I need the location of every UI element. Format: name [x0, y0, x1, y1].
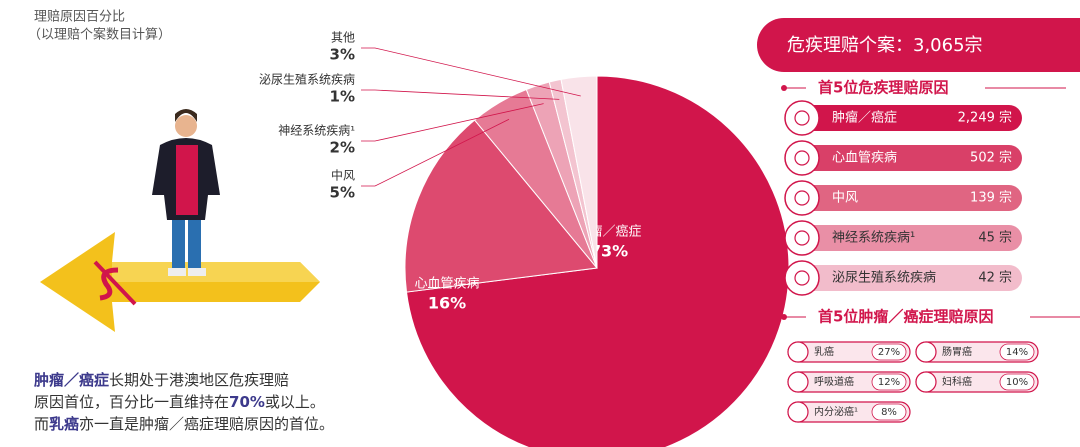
cancer-share: 27% — [878, 347, 900, 358]
leader-line — [361, 47, 581, 97]
pie-slice — [560, 75, 598, 269]
cancer-name: 呼吸道癌 — [814, 375, 854, 388]
slice-value: 1% — [330, 88, 355, 106]
reason-name: 中风 — [832, 191, 858, 206]
cancer-icon — [915, 341, 937, 363]
reason-icon — [784, 140, 820, 176]
pie-slice — [404, 119, 598, 293]
note-segment: 亦一直是肿瘤／癌症理赔原因的首位。 — [79, 415, 334, 433]
leader-line — [361, 118, 510, 187]
reason-count: 502 宗 — [970, 150, 1012, 166]
reason-icon-glyph — [794, 190, 810, 206]
reason-icon — [784, 180, 820, 216]
reason-row — [800, 225, 1022, 251]
slice-label: 其他 — [331, 31, 355, 45]
reason-icon — [784, 260, 820, 296]
cancer-icon — [915, 371, 937, 393]
reason-name: 泌尿生殖系统疾病 — [832, 270, 936, 286]
section-rule — [781, 314, 1080, 320]
note-segment: 乳癌 — [49, 415, 79, 433]
illustration — [40, 109, 320, 332]
cancer-list: 乳癌 27% 肠胃癌 14% 呼吸道癌 12% 妇科癌 10% 内分泌癌¹ 8% — [787, 341, 1039, 423]
reason-icon-glyph — [794, 270, 810, 286]
chart-subtitle: （以理赔个案数目计算） — [28, 28, 171, 43]
reason-row — [800, 265, 1022, 291]
cancer-name: 内分泌癌¹ — [814, 405, 858, 418]
cancer-icon — [787, 371, 809, 393]
reason-name: 肿瘤／癌症 — [832, 110, 897, 126]
reason-name: 神经系统疾病¹ — [832, 231, 915, 246]
cancer-name: 肠胃癌 — [942, 345, 972, 358]
reason-count: 2,249 宗 — [958, 110, 1012, 126]
header-pill — [757, 18, 1080, 72]
cancer-name: 妇科癌 — [942, 375, 972, 388]
slice-value: 16% — [428, 294, 466, 313]
slice-label: 神经系统疾病¹ — [278, 123, 355, 138]
note-line: 肿瘤／癌症长期处于港澳地区危疾理赔 — [34, 371, 289, 389]
leader-line — [361, 89, 560, 100]
note-segment: 长期处于港澳地区危疾理赔 — [109, 371, 289, 389]
cancer-share-pill — [871, 373, 907, 391]
note-segment: 70% — [229, 393, 265, 411]
reason-row — [800, 185, 1022, 211]
slice-value: 3% — [330, 46, 355, 64]
slice-label: 泌尿生殖系统疾病 — [259, 72, 355, 87]
slice-value: 2% — [330, 139, 355, 157]
reason-icon — [784, 100, 820, 136]
slice-label: 中风 — [331, 168, 355, 183]
cancer-share-pill — [999, 343, 1035, 361]
section-title: 首5位危疾理赔原因 — [818, 79, 948, 97]
reason-row — [800, 105, 1022, 131]
slice-label: 心血管疾病 — [414, 277, 479, 292]
note-segment: 或以上。 — [265, 393, 325, 411]
reason-count: 42 宗 — [978, 270, 1012, 286]
leader-line — [361, 103, 544, 142]
slice-value: 5% — [330, 184, 355, 202]
note: 肿瘤／癌症长期处于港澳地区危疾理赔原因首位，百分比一直维持在70%或以上。而乳癌… — [34, 371, 334, 433]
section-title: 首5位肿瘤／癌症理赔原因 — [818, 308, 993, 326]
reason-count: 45 宗 — [978, 230, 1012, 246]
slice-value: 73% — [590, 242, 628, 261]
reason-icon-glyph — [794, 230, 810, 246]
cancer-icon — [787, 341, 809, 363]
note-line: 而乳癌亦一直是肿瘤／癌症理赔原因的首位。 — [34, 415, 334, 433]
cancer-share-pill — [999, 373, 1035, 391]
cancer-share-pill — [871, 343, 907, 361]
reason-name: 心血管疾病 — [832, 151, 897, 166]
cancer-icon — [787, 401, 809, 423]
reason-count: 139 宗 — [970, 190, 1012, 206]
note-segment: 原因首位，百分比一直维持在 — [34, 393, 229, 411]
reason-icon-glyph — [794, 110, 810, 126]
pie-slice — [405, 75, 790, 447]
cancer-share-pill — [871, 403, 907, 421]
reason-icon — [784, 220, 820, 256]
note-segment: 而 — [34, 415, 49, 433]
section-rule — [781, 85, 1066, 91]
reason-icon-glyph — [794, 150, 810, 166]
cancer-share: 12% — [878, 377, 900, 388]
reason-row — [800, 145, 1022, 171]
cancer-share: 10% — [1006, 377, 1028, 388]
note-segment: 肿瘤／癌症 — [34, 371, 109, 389]
cancer-name: 乳癌 — [814, 345, 834, 358]
cancer-share: 8% — [881, 407, 897, 418]
chart-title: 理赔原因百分比 — [34, 10, 125, 25]
note-line: 原因首位，百分比一直维持在70%或以上。 — [34, 393, 325, 411]
claims-title: 危疾理赔个案：3,065宗 — [787, 35, 983, 56]
cancer-share: 14% — [1006, 347, 1028, 358]
pie-chart: 肿瘤／癌症73%心血管疾病16%中风5%神经系统疾病¹2%泌尿生殖系统疾病1%其… — [259, 31, 790, 447]
